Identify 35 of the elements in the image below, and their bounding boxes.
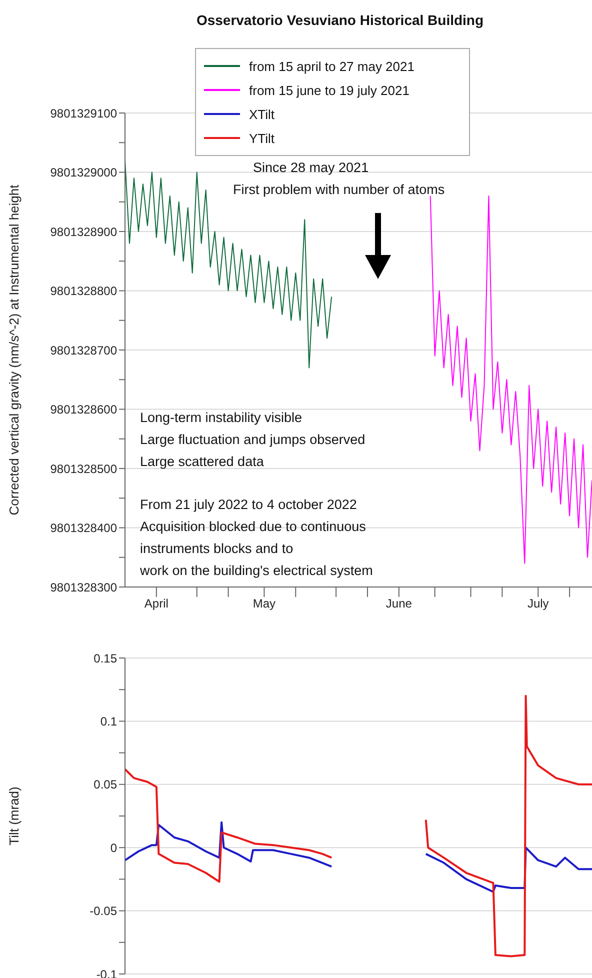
- y-tick-label: 9801328500: [50, 462, 118, 476]
- y-axis-title: Tilt (mrad): [6, 786, 22, 846]
- annotation: Large fluctuation and jumps observed: [140, 432, 366, 447]
- y-tick-label: 9801329000: [50, 166, 118, 180]
- x-tick-label: June: [386, 596, 412, 611]
- legend-label: YTilt: [249, 130, 275, 146]
- y-tick-label: 9801328400: [50, 521, 118, 536]
- annotation: Since 28 may 2021: [253, 160, 369, 175]
- y-tick-label: 0.05: [94, 778, 118, 792]
- annotation: work on the building's electrical system: [140, 563, 373, 578]
- y-tick-label: 9801328700: [50, 343, 118, 358]
- y-tick-label: -0.1: [96, 967, 118, 978]
- annotation: Acquisition blocked due to continuous: [140, 519, 366, 534]
- x-tick-label: May: [252, 596, 276, 611]
- y-tick-label: 9801329100: [50, 106, 118, 120]
- annotation: Large scattered data: [140, 454, 264, 469]
- y-tick-label: 0: [110, 840, 118, 855]
- x-tick-label: July: [527, 596, 549, 611]
- y-tick-label: 9801328600: [50, 402, 118, 417]
- annotation: First problem with number of atoms: [233, 182, 445, 197]
- y-tick-label: 9801328300: [50, 580, 118, 594]
- y-tick-label: 0.1: [100, 714, 118, 728]
- y-tick-label: 9801328900: [50, 224, 118, 239]
- y-axis-title: Corrected vertical gravity (nm/s^-2) at Instrumental height: [6, 184, 22, 516]
- y-tick-label: 9801328800: [50, 284, 118, 298]
- legend-label: XTilt: [249, 106, 275, 122]
- annotation: Long-term instability visible: [140, 410, 302, 425]
- x-tick-label: April: [144, 596, 168, 611]
- y-tick-label: -0.05: [90, 904, 118, 918]
- annotation: From 21 july 2022 to 4 october 2022: [140, 497, 357, 512]
- legend-label: from 15 april to 27 may 2021: [249, 58, 414, 74]
- y-tick-label: 0.15: [94, 651, 118, 666]
- chart-title: Osservatorio Vesuviano Historical Building: [195, 12, 485, 28]
- legend-label: from 15 june to 19 july 2021: [249, 82, 410, 98]
- annotation: instruments blocks and to: [140, 541, 294, 556]
